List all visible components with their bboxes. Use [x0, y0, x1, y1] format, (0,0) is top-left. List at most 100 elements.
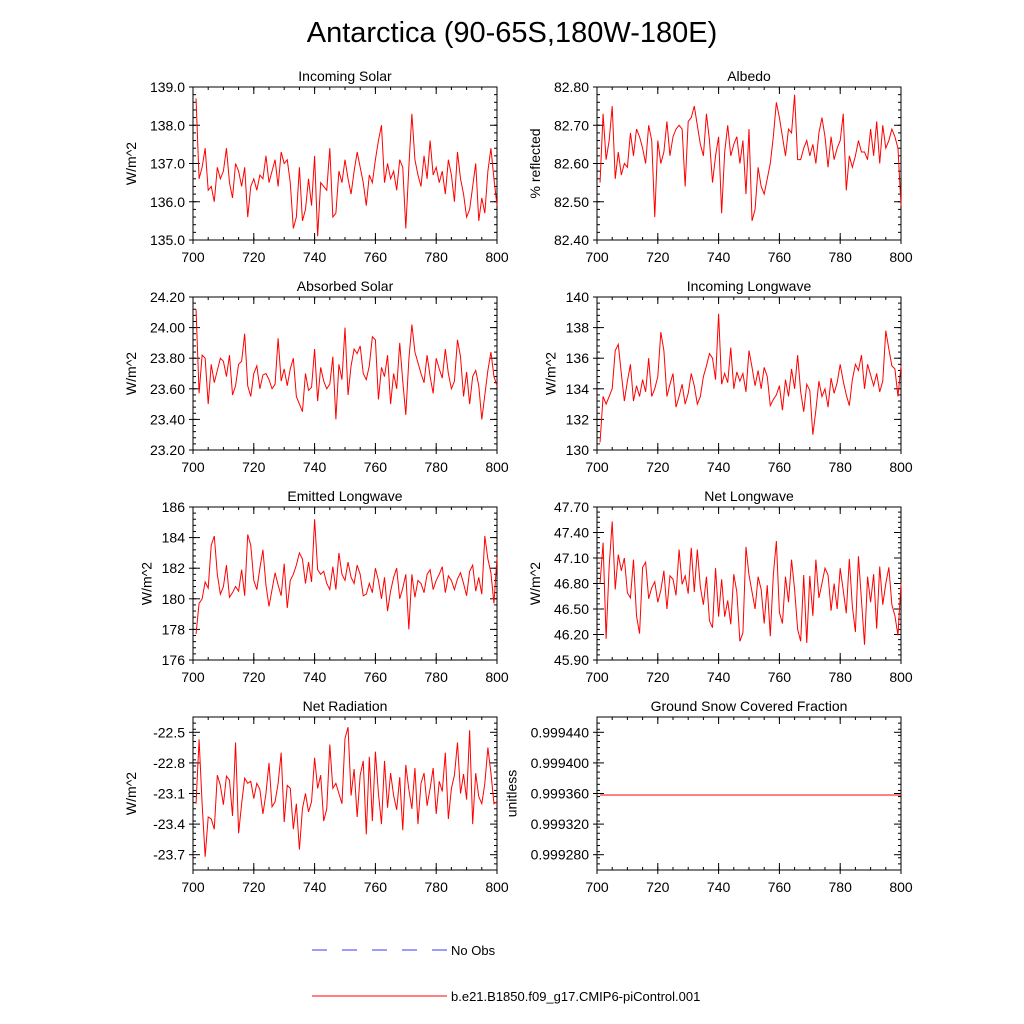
x-tick-label: 760 — [768, 459, 792, 475]
y-tick-label: 138.0 — [150, 117, 185, 133]
y-tick-label: 82.70 — [554, 117, 589, 133]
y-tick-label: -23.1 — [153, 786, 185, 802]
x-tick-label: 760 — [768, 669, 792, 685]
x-tick-label: 740 — [707, 249, 731, 265]
x-tick-label: 760 — [364, 459, 388, 475]
plot-frame — [596, 86, 902, 241]
plot-frame — [596, 296, 902, 451]
y-axis-label: W/m^2 — [543, 352, 559, 395]
x-tick-label: 800 — [485, 879, 509, 895]
y-tick-label: 0.999440 — [531, 724, 590, 740]
plot-frame — [192, 86, 498, 241]
panel-title: Albedo — [727, 68, 771, 84]
y-tick-label: 47.40 — [554, 525, 589, 541]
legend-model-label: b.e21.B1850.f09_g17.CMIP6-piControl.001 — [451, 989, 700, 1004]
y-tick-label: 23.80 — [150, 350, 185, 366]
x-tick-label: 700 — [585, 249, 609, 265]
x-tick-label: 780 — [425, 459, 449, 475]
x-tick-label: 800 — [889, 879, 913, 895]
x-tick-label: 700 — [585, 669, 609, 685]
y-tick-label: -22.8 — [153, 755, 185, 771]
series-line — [195, 519, 498, 635]
x-tick-label: 740 — [707, 459, 731, 475]
series-line — [599, 521, 902, 645]
chart-panel: Emitted Longwave 700 720 740 760 780 800 176 178… — [139, 488, 509, 685]
x-tick-label: 740 — [303, 249, 327, 265]
y-tick-label: 0.999320 — [531, 816, 590, 832]
chart-panel: Albedo 700 720 740 760 780 800 82.40 82.50 82.60 8… — [527, 68, 913, 265]
y-tick-label: 0.999280 — [531, 847, 590, 863]
y-tick-label: 182 — [162, 560, 186, 576]
legend-obs-label: No Obs — [451, 943, 496, 958]
y-tick-label: 23.20 — [150, 442, 185, 458]
x-tick-label: 800 — [889, 669, 913, 685]
plot-frame — [596, 716, 902, 871]
y-tick-label: 82.80 — [554, 79, 589, 95]
chart-panel: Incoming Solar 700 720 740 760 780 800 135.0 136… — [123, 68, 509, 265]
plot-frame — [192, 296, 498, 451]
y-tick-label: 180 — [162, 591, 186, 607]
x-tick-label: 780 — [425, 249, 449, 265]
y-axis-label: % reflected — [527, 128, 543, 198]
y-tick-label: 23.60 — [150, 381, 185, 397]
y-tick-label: 134 — [566, 381, 590, 397]
x-tick-label: 760 — [364, 669, 388, 685]
x-tick-label: 740 — [707, 669, 731, 685]
x-tick-label: 720 — [646, 669, 670, 685]
series-line — [195, 98, 498, 237]
panel-title: Incoming Longwave — [687, 278, 812, 294]
y-tick-label: 82.50 — [554, 194, 589, 210]
series-line — [195, 727, 498, 857]
x-tick-label: 780 — [425, 669, 449, 685]
y-axis-label: W/m^2 — [139, 562, 155, 605]
x-tick-label: 760 — [364, 879, 388, 895]
x-tick-label: 700 — [585, 459, 609, 475]
plot-frame — [596, 506, 902, 661]
figure-title: Antarctica (90-65S,180W-180E) — [307, 17, 718, 49]
legend: No Obs b.e21.B1850.f09_g17.CMIP6-piContr… — [312, 943, 700, 1004]
y-tick-label: 0.999360 — [531, 786, 590, 802]
y-tick-label: 24.20 — [150, 289, 185, 305]
x-tick-label: 800 — [889, 459, 913, 475]
y-tick-label: 46.20 — [554, 627, 589, 643]
chart-panel: Absorbed Solar 700 720 740 760 780 800 23.20 23.… — [123, 278, 509, 475]
y-tick-label: 130 — [566, 442, 590, 458]
x-tick-label: 720 — [242, 249, 266, 265]
y-tick-label: 140 — [566, 289, 590, 305]
y-tick-label: 138 — [566, 320, 590, 336]
x-tick-label: 720 — [242, 879, 266, 895]
y-tick-label: -23.7 — [153, 847, 185, 863]
panel-title: Absorbed Solar — [297, 278, 394, 294]
x-tick-label: 700 — [181, 669, 205, 685]
x-tick-label: 760 — [364, 249, 388, 265]
y-tick-label: -23.4 — [153, 816, 185, 832]
x-tick-label: 700 — [181, 249, 205, 265]
panel-title: Incoming Solar — [298, 68, 392, 84]
y-tick-label: 135.0 — [150, 232, 185, 248]
y-tick-label: 136 — [566, 350, 590, 366]
y-tick-label: 139.0 — [150, 79, 185, 95]
series-line — [599, 313, 902, 443]
x-tick-label: 720 — [646, 459, 670, 475]
y-tick-label: 176 — [162, 652, 186, 668]
y-tick-label: 186 — [162, 499, 186, 515]
y-tick-label: 45.90 — [554, 652, 589, 668]
y-tick-label: 46.50 — [554, 601, 589, 617]
x-tick-label: 780 — [425, 879, 449, 895]
y-tick-label: 136.0 — [150, 194, 185, 210]
panel-title: Emitted Longwave — [287, 488, 402, 504]
plot-frame — [192, 506, 498, 661]
x-tick-label: 780 — [829, 459, 853, 475]
x-tick-label: 800 — [485, 669, 509, 685]
x-tick-label: 780 — [829, 879, 853, 895]
x-tick-label: 700 — [181, 879, 205, 895]
x-tick-label: 720 — [646, 879, 670, 895]
chart-panel: Ground Snow Covered Fraction 700 720 740 760… — [504, 698, 913, 895]
y-tick-label: 132 — [566, 411, 590, 427]
x-tick-label: 740 — [303, 459, 327, 475]
y-tick-label: 24.00 — [150, 320, 185, 336]
panel-title: Net Longwave — [704, 488, 794, 504]
y-tick-label: -22.5 — [153, 724, 185, 740]
x-tick-label: 740 — [303, 879, 327, 895]
